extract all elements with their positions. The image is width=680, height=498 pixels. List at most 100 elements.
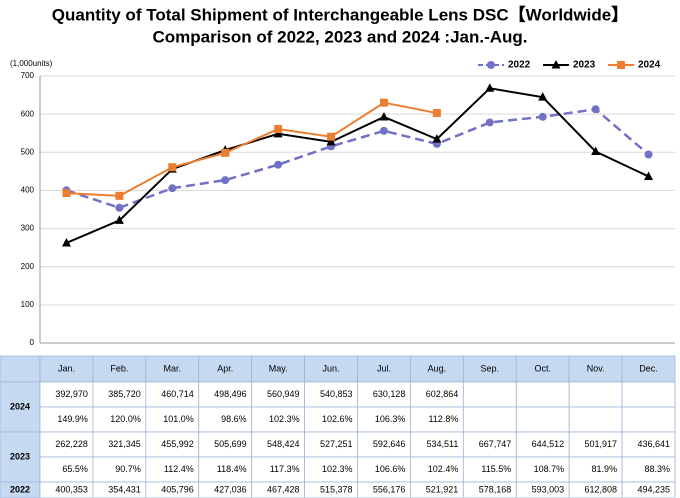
table-value: 548,424 <box>267 439 300 449</box>
table-value: 102.3% <box>269 414 300 424</box>
table-cell <box>198 431 253 458</box>
point <box>485 118 494 127</box>
table-cell <box>92 456 147 483</box>
table-cell <box>251 431 305 458</box>
table-value: 81.9% <box>592 464 618 474</box>
series-line <box>66 101 438 197</box>
y-tick-label: 200 <box>21 262 35 271</box>
table-cell <box>304 381 358 408</box>
legend-label: 2023 <box>573 60 596 71</box>
table-value: 117.3% <box>270 464 300 474</box>
table-cell <box>0 431 41 483</box>
point <box>114 215 124 224</box>
table-cell <box>145 381 200 408</box>
table-cell <box>462 381 517 408</box>
legend-marker <box>487 61 495 69</box>
table-value: 534,511 <box>426 439 458 449</box>
y-tick-label: 700 <box>21 71 35 80</box>
point <box>168 184 177 193</box>
row-header: 2024 <box>10 401 30 411</box>
table-cell <box>462 355 517 383</box>
table-cell <box>515 431 570 458</box>
table-value: 112.8% <box>428 414 458 424</box>
table-value: 102.4% <box>428 464 459 474</box>
point <box>379 126 388 135</box>
table-cell <box>515 381 570 408</box>
point <box>61 237 71 247</box>
point <box>168 163 177 172</box>
y-tick-label: 0 <box>30 338 35 347</box>
point <box>379 98 388 107</box>
table-value: 467,428 <box>267 484 300 494</box>
table-value: 392,970 <box>55 389 88 399</box>
table-cell <box>621 355 676 383</box>
table-cell <box>621 406 676 433</box>
table-cell <box>410 456 464 483</box>
column-header: Nov. <box>587 363 605 373</box>
table-value: 149.9% <box>57 414 88 424</box>
point <box>432 134 442 143</box>
point <box>273 128 283 138</box>
column-header: Oct. <box>534 363 551 373</box>
table-value: 556,176 <box>373 484 406 494</box>
table-cell <box>621 431 676 458</box>
point <box>644 171 654 180</box>
table-cell <box>568 381 623 408</box>
row-header: 2023 <box>10 451 30 461</box>
column-header: Sep. <box>481 363 500 373</box>
table-cell <box>0 355 41 383</box>
table-value: 115.5% <box>481 464 511 474</box>
column-header: Jul. <box>377 363 391 373</box>
table-value: 602,864 <box>426 389 459 399</box>
table-value: 102.3% <box>322 464 353 474</box>
table-value: 101.0% <box>163 414 194 424</box>
table-value: 644,512 <box>532 439 565 449</box>
table-value: 667,747 <box>479 439 512 449</box>
point <box>274 160 283 169</box>
table-cell <box>251 381 305 408</box>
table-value: 108.7% <box>534 464 565 474</box>
table-value: 498,496 <box>214 389 247 399</box>
point <box>432 109 441 118</box>
table-value: 521,921 <box>426 484 459 494</box>
table-value: 405,796 <box>161 484 194 494</box>
column-header: Apr. <box>217 363 233 373</box>
y-tick-label: 500 <box>21 147 35 156</box>
table-cell <box>304 456 358 483</box>
point <box>221 176 230 185</box>
point <box>485 83 495 92</box>
legend-label: 2022 <box>508 60 531 71</box>
chart-title: Quantity of Total Shipment of Interchang… <box>52 4 628 24</box>
point <box>538 112 547 121</box>
point <box>644 150 653 159</box>
table-cell <box>357 381 411 408</box>
chart-subtitle: Comparison of 2022, 2023 and 2024 :Jan.-… <box>152 27 527 46</box>
table-value: 515,378 <box>320 484 353 494</box>
table-cell <box>515 406 570 433</box>
table-cell <box>92 381 147 408</box>
point <box>115 191 124 200</box>
point <box>62 189 71 198</box>
point <box>115 203 124 212</box>
table-value: 354,431 <box>108 484 141 494</box>
column-header: Dec. <box>639 363 658 373</box>
table-value: 494,235 <box>637 484 670 494</box>
point <box>591 105 600 114</box>
table-value: 560,949 <box>267 389 300 399</box>
table-cell <box>145 456 200 483</box>
column-header: Mar. <box>164 363 182 373</box>
table-value: 106.6% <box>375 464 406 474</box>
table-value: 321,345 <box>108 439 141 449</box>
table-value: 501,917 <box>585 439 618 449</box>
table-value: 385,720 <box>108 389 141 399</box>
table-value: 460,714 <box>161 389 194 399</box>
table-value: 88.3% <box>644 464 670 474</box>
y-tick-label: 600 <box>21 109 35 118</box>
table-cell <box>92 431 147 458</box>
point <box>379 111 389 121</box>
point <box>326 136 336 146</box>
table-cell <box>198 406 253 433</box>
point <box>274 125 283 134</box>
column-header: Aug. <box>428 363 447 373</box>
table-value: 90.7% <box>115 464 141 474</box>
